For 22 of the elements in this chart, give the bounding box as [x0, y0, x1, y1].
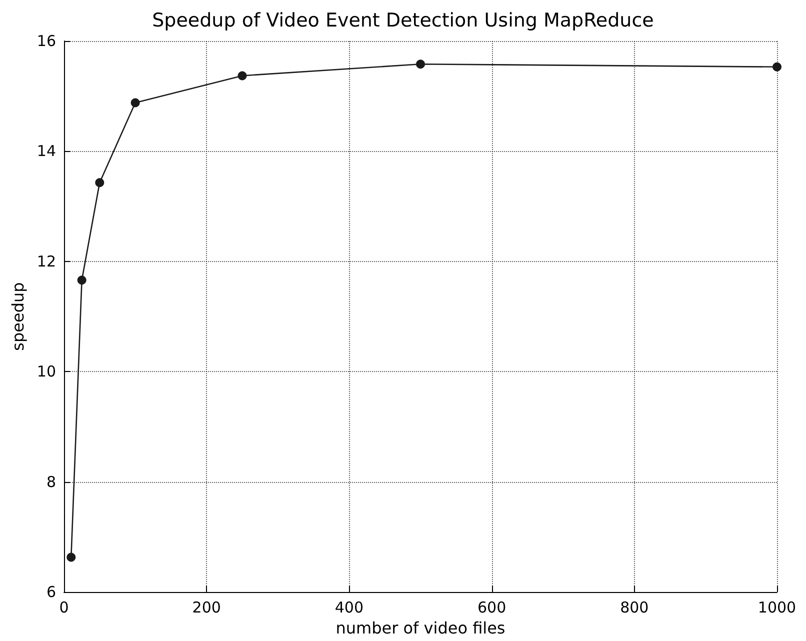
- x-tick-label: 1000: [758, 598, 796, 616]
- x-tick-label: 400: [334, 598, 364, 616]
- point: [77, 276, 86, 285]
- y-tick-label: 14: [36, 142, 56, 160]
- y-tick-label: 16: [36, 32, 56, 50]
- x-tick-label: 600: [477, 598, 506, 616]
- chart-title: Speedup of Video Event Detection Using MapReduce: [152, 10, 654, 32]
- point: [95, 178, 104, 188]
- y-axis-title: speedup: [8, 282, 28, 351]
- point: [238, 71, 247, 80]
- y-tick-label: 12: [36, 252, 56, 270]
- y-tick-label: 10: [36, 362, 56, 381]
- x-tick-label: 200: [192, 598, 221, 616]
- point: [772, 62, 782, 72]
- point: [130, 98, 140, 108]
- y-tick-label: 6: [46, 583, 56, 601]
- point: [416, 60, 425, 69]
- x-tick-label: 800: [620, 598, 649, 616]
- point: [66, 552, 76, 562]
- y-tick-label: 8: [46, 472, 56, 491]
- x-tick-label: 0: [59, 598, 69, 616]
- x-axis-title: number of video files: [336, 618, 506, 638]
